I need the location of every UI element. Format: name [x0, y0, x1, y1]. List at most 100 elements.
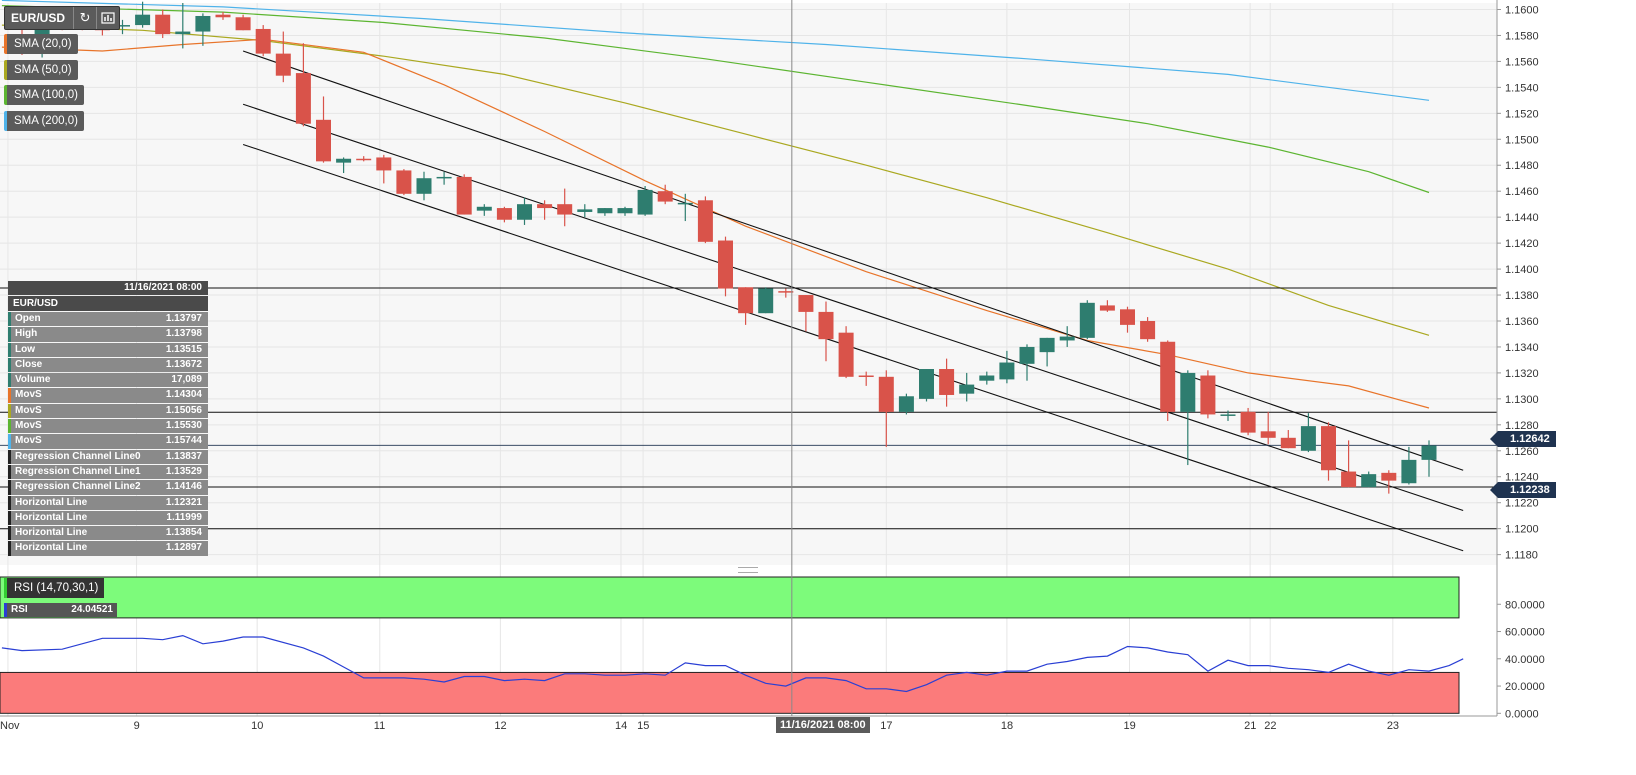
candle-body [1240, 411, 1256, 433]
sma-100-line [1, 5, 1430, 194]
time-tick-label: 23 [1387, 720, 1399, 732]
price-tick-label: 1.1460 [1505, 186, 1539, 198]
candle-body [1140, 320, 1156, 340]
data-window-row: High 1.13798 [8, 327, 208, 342]
candle [1180, 370, 1196, 466]
data-window-row: MovS 1.15530 [8, 419, 208, 434]
indicator-sma-20[interactable]: SMA (20,0) [4, 34, 78, 54]
candle-body [416, 178, 432, 194]
candle [979, 371, 995, 385]
candles [14, 1, 1437, 494]
candle-body [456, 176, 472, 215]
candle [1260, 411, 1276, 445]
chart-settings-icon[interactable] [96, 7, 119, 29]
candle [155, 9, 171, 39]
data-window-row-value: 1.14304 [165, 389, 202, 401]
symbol-selector[interactable]: EUR/USD ↻ [4, 6, 121, 30]
rsi-zones [0, 576, 1460, 714]
data-window-row-value: 1.15056 [165, 404, 202, 416]
candle [1280, 430, 1296, 449]
data-window-row-value: 1.13854 [165, 527, 202, 539]
candle [537, 200, 553, 220]
candle-body [1180, 372, 1196, 412]
time-tick-label: 18 [1001, 720, 1013, 732]
candle [135, 1, 151, 28]
time-tick-label: 11 [374, 720, 385, 732]
candle-body [517, 204, 532, 220]
data-window-row-value: 1.12897 [165, 542, 202, 554]
price-tick-label: 1.1500 [1505, 134, 1539, 146]
candle [1381, 470, 1397, 494]
data-window-row: MovS 1.14304 [8, 388, 208, 403]
candle [738, 287, 754, 325]
symbol-label[interactable]: EUR/USD [11, 11, 66, 25]
rsi-tick-label: 0.0000 [1505, 708, 1539, 720]
data-window-row-value: 1.11999 [166, 511, 202, 523]
candle-body [1401, 459, 1417, 484]
candle [275, 31, 291, 83]
candle-body [898, 396, 914, 412]
candle [818, 301, 834, 362]
candle [919, 369, 934, 402]
candle-body [1039, 337, 1055, 353]
candle [838, 326, 854, 379]
data-window-row-label: Low [15, 343, 35, 355]
price-tick-label: 1.1400 [1505, 264, 1539, 276]
candle [778, 288, 794, 298]
data-window-row-value: 1.13529 [165, 465, 202, 477]
candle [1120, 306, 1135, 333]
indicator-sma-50[interactable]: SMA (50,0) [4, 60, 78, 80]
candle-body [657, 191, 673, 202]
pane-splitter-handle[interactable] [738, 567, 758, 573]
refresh-icon[interactable]: ↻ [73, 7, 96, 29]
data-window-row-label: Horizontal Line [15, 527, 88, 539]
candle [1361, 471, 1377, 488]
price-tick-label: 1.1280 [1505, 420, 1539, 432]
candle [496, 206, 512, 223]
candle [959, 372, 975, 402]
candle-body [356, 158, 372, 161]
candle-body [376, 157, 392, 171]
candle [175, 3, 191, 49]
candle-body [1421, 445, 1437, 460]
time-tick-label: 22 [1264, 720, 1276, 732]
data-window-row: Open 1.13797 [8, 312, 208, 327]
candle [898, 393, 914, 415]
price-tick-label: 1.1300 [1505, 394, 1539, 406]
time-tick-label: Nov [0, 720, 20, 732]
candle-body [919, 369, 934, 399]
data-window-row-label: MovS [15, 420, 42, 432]
candle [557, 188, 573, 227]
time-tick-label: 9 [134, 720, 140, 732]
indicator-sma-200[interactable]: SMA (200,0) [4, 111, 84, 131]
candle-body [1341, 471, 1357, 488]
regression-channel-line-0 [242, 50, 1464, 471]
data-window-date: 11/16/2021 08:00 [8, 281, 208, 295]
last-price-tag: 1.12642 [1490, 431, 1556, 447]
rsi-tick-label: 40.0000 [1505, 654, 1545, 666]
time-tick-label: 21 [1244, 720, 1256, 732]
main-pane-bg [0, 3, 1497, 565]
rsi-value: 24.04521 [71, 604, 113, 615]
candle-body [1300, 426, 1316, 451]
candle-body [135, 14, 151, 26]
candle [1140, 317, 1156, 342]
price-tick-label: 1.1560 [1505, 56, 1539, 68]
candle-body [858, 375, 874, 378]
candle-body [195, 15, 211, 32]
candle [1079, 300, 1095, 340]
price-tick-label: 1.1320 [1505, 368, 1539, 380]
candle-body [818, 311, 834, 340]
data-window-row-label: Close [15, 358, 43, 370]
candle-body [1361, 474, 1377, 488]
candle-body [396, 170, 412, 194]
candle [215, 12, 231, 20]
indicator-rsi[interactable]: RSI (14,70,30,1) [4, 578, 105, 598]
indicator-sma-100[interactable]: SMA (100,0) [4, 85, 84, 105]
data-window-row: MovS 1.15056 [8, 403, 208, 419]
candle [878, 370, 894, 447]
data-window-row-label: Volume [15, 374, 51, 386]
time-tick-label: 19 [1124, 720, 1136, 732]
candle [577, 204, 593, 218]
